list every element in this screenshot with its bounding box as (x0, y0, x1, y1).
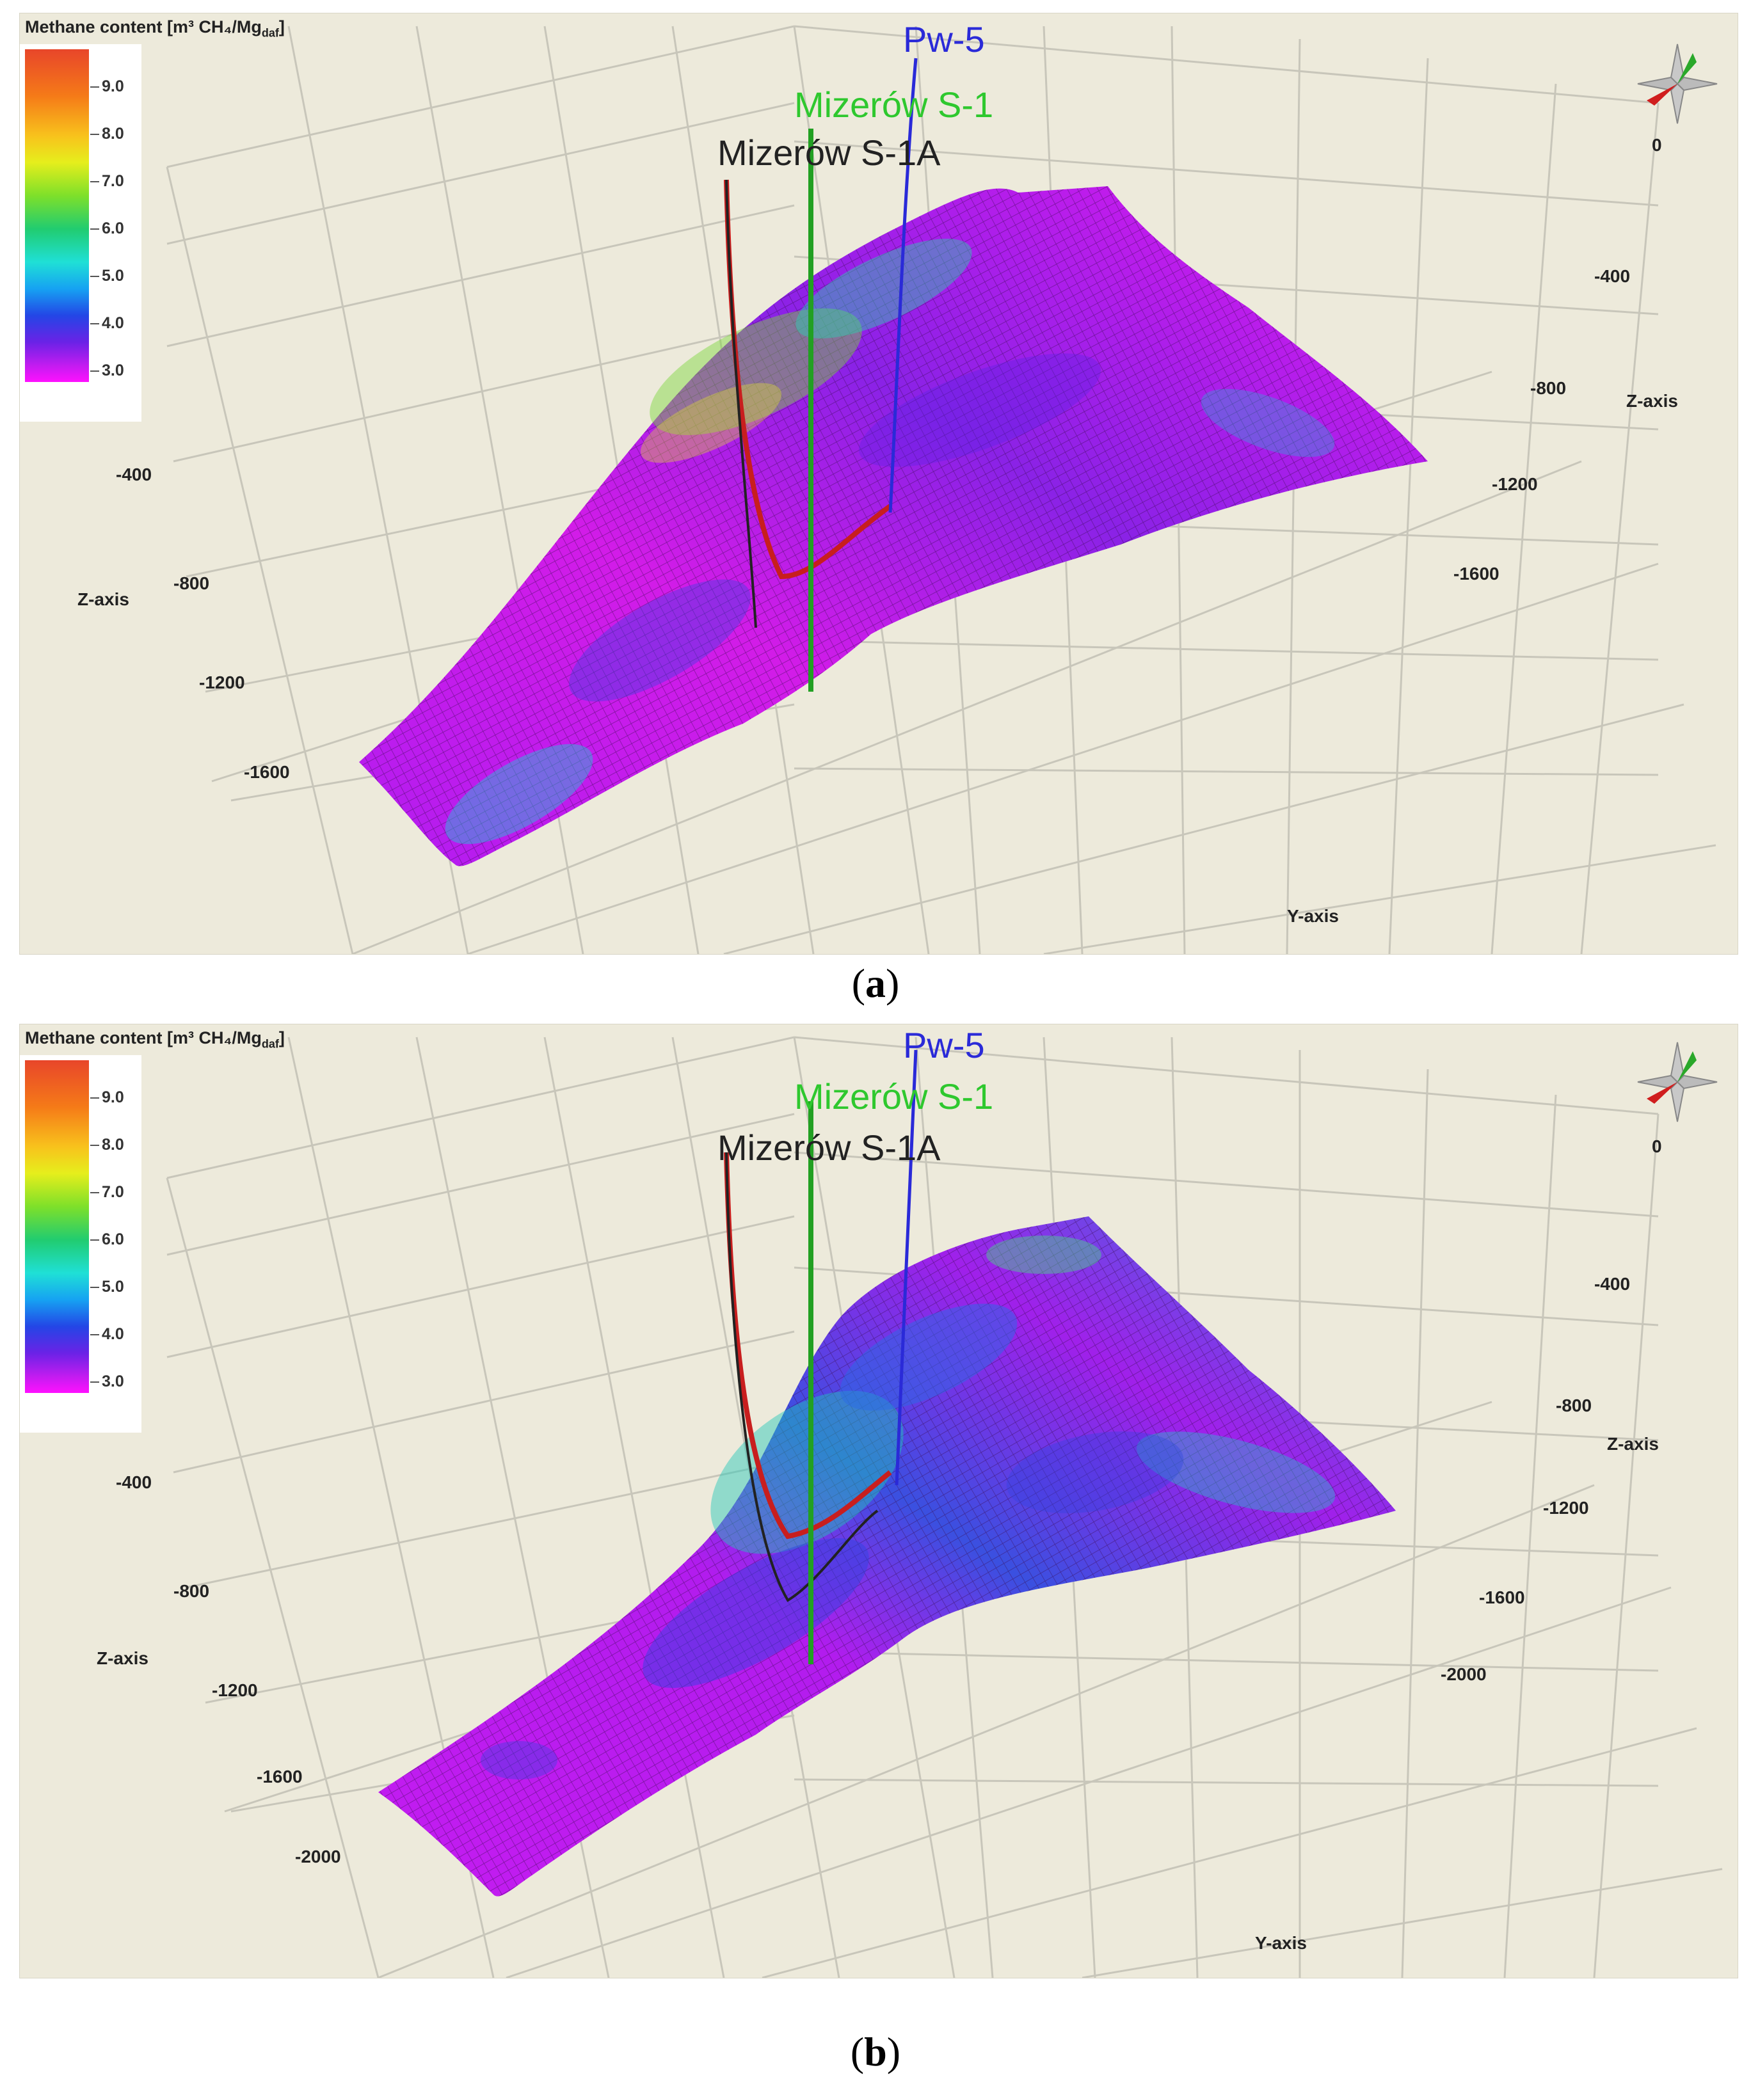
well-label-mizerow-s1a: Mizerów S-1A (717, 1127, 941, 1168)
legend-tick: 4.0 (90, 1325, 124, 1344)
well-label-pw5: Pw-5 (903, 19, 985, 60)
tick-label: -2000 (295, 1847, 341, 1866)
legend-tick: 8.0 (90, 1136, 124, 1154)
well-trajectory-pw5 (895, 1049, 918, 1486)
colorbar-legend-b: Methane content [m³ CH₄/Mgdaf] 9.0 8.0 7… (20, 1024, 404, 1434)
legend-tick: 5.0 (90, 267, 124, 285)
tick-label: -1600 (1479, 1587, 1525, 1607)
axis-label-y: Y-axis (1255, 1933, 1307, 1953)
tick-label: -400 (116, 1472, 152, 1492)
tick-label: 0 (1652, 1136, 1662, 1156)
legend-box: 9.0 8.0 7.0 6.0 5.0 4.0 3.0 (20, 44, 141, 422)
panel-a-surface (359, 186, 1428, 866)
well-label-pw5: Pw-5 (903, 1025, 985, 1065)
tick-label: -1200 (1543, 1498, 1589, 1518)
tick-label: -400 (1594, 1274, 1631, 1294)
panel-a-plot (166, 25, 1716, 954)
axis-label-left-z: Z-axis (97, 1648, 148, 1668)
caption-b: (b) (850, 2029, 901, 2074)
axis-label-right-z: Z-axis (1626, 391, 1678, 411)
axis-label-left-z: Z-axis (77, 589, 129, 609)
tick-label: -800 (1530, 378, 1567, 398)
well-trajectory-pw5 (888, 58, 918, 513)
tick-label: -800 (173, 573, 210, 593)
chart-panel-b: Methane content [m³ CH₄/Mgdaf] 9.0 8.0 7… (19, 1024, 1738, 1978)
tick-label: -800 (1556, 1396, 1592, 1415)
tick-label: -800 (173, 1581, 210, 1601)
legend-tick: 3.0 (90, 362, 124, 380)
legend-tick: 4.0 (90, 314, 124, 333)
tick-label: -1600 (257, 1767, 303, 1786)
well-label-mizerow-s1: Mizerów S-1 (794, 1076, 994, 1117)
legend-tick: 7.0 (90, 1183, 124, 1202)
tick-label: -400 (116, 465, 152, 484)
panel-b-surface (378, 1216, 1396, 1897)
legend-tick: 6.0 (90, 1230, 124, 1249)
colorbar (25, 49, 89, 382)
colorbar (25, 1060, 89, 1393)
chart-panel-a: Methane content [m³ CH₄/Mgdaf] 9.0 8.0 7… (19, 13, 1738, 955)
tick-label: -400 (1594, 266, 1631, 286)
well-label-mizerow-s1a: Mizerów S-1A (717, 132, 941, 173)
axis-label-y: Y-axis (1287, 906, 1339, 926)
legend-box: 9.0 8.0 7.0 6.0 5.0 4.0 3.0 (20, 1055, 141, 1433)
legend-tick: 9.0 (90, 77, 124, 96)
panel-a-wells (724, 58, 918, 692)
compass-icon (1637, 44, 1718, 124)
panel-b-wells (724, 1049, 918, 1664)
panel-b-plot (166, 1036, 1723, 1978)
tick-label: -1600 (244, 762, 290, 782)
legend-tick: 8.0 (90, 125, 124, 143)
tick-label: 0 (1652, 135, 1662, 155)
tick-label: -1600 (1453, 564, 1499, 584)
legend-tick: 6.0 (90, 219, 124, 238)
legend-tick: 3.0 (90, 1372, 124, 1391)
well-label-mizerow-s1: Mizerów S-1 (794, 84, 994, 125)
legend-title: Methane content [m³ CH₄/Mgdaf] (25, 1028, 285, 1051)
caption-a: (a) (851, 960, 900, 1006)
tick-label: -1200 (212, 1680, 258, 1700)
tick-label: -1200 (199, 672, 245, 692)
legend-tick: 7.0 (90, 172, 124, 191)
legend-tick: 5.0 (90, 1278, 124, 1296)
compass-icon (1637, 1042, 1718, 1122)
tick-label: -2000 (1441, 1664, 1487, 1684)
tick-label: -1200 (1492, 474, 1538, 494)
axis-label-right-z: Z-axis (1607, 1434, 1659, 1454)
legend-tick: 9.0 (90, 1088, 124, 1107)
legend-title: Methane content [m³ CH₄/Mgdaf] (25, 17, 285, 40)
colorbar-legend-a: Methane content [m³ CH₄/Mgdaf] 9.0 8.0 7… (20, 13, 404, 423)
